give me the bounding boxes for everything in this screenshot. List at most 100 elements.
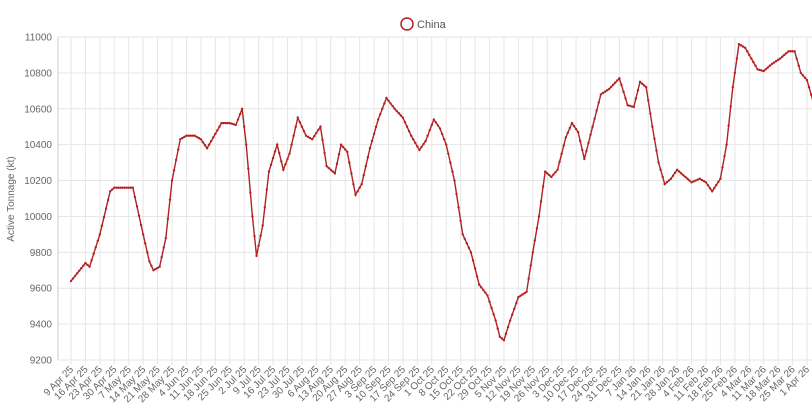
- data-point[interactable]: [90, 259, 93, 262]
- data-point[interactable]: [426, 134, 429, 137]
- data-point[interactable]: [787, 50, 790, 53]
- data-point[interactable]: [560, 152, 563, 155]
- data-point[interactable]: [626, 103, 629, 107]
- data-point[interactable]: [84, 261, 87, 265]
- data-point[interactable]: [638, 80, 642, 84]
- data-point[interactable]: [131, 186, 135, 189]
- data-point[interactable]: [570, 121, 574, 125]
- data-point[interactable]: [294, 125, 297, 128]
- data-point[interactable]: [218, 125, 221, 128]
- data-point[interactable]: [463, 237, 466, 241]
- data-point[interactable]: [379, 112, 382, 116]
- data-point[interactable]: [581, 148, 584, 152]
- data-point[interactable]: [115, 186, 118, 189]
- data-point[interactable]: [154, 267, 157, 271]
- data-point[interactable]: [669, 177, 673, 180]
- data-point[interactable]: [331, 170, 335, 173]
- data-point[interactable]: [212, 136, 215, 139]
- data-point[interactable]: [255, 254, 258, 258]
- data-point[interactable]: [409, 134, 413, 137]
- data-point[interactable]: [805, 78, 809, 82]
- data-point[interactable]: [166, 217, 170, 221]
- data-point[interactable]: [535, 227, 539, 230]
- data-point[interactable]: [647, 99, 650, 102]
- data-point[interactable]: [393, 107, 396, 110]
- data-point[interactable]: [92, 252, 95, 255]
- data-point[interactable]: [78, 269, 81, 272]
- data-point[interactable]: [238, 112, 242, 116]
- data-point[interactable]: [558, 160, 561, 163]
- data-point[interactable]: [624, 97, 627, 100]
- data-point[interactable]: [261, 224, 264, 227]
- data-point[interactable]: [620, 83, 623, 87]
- data-point[interactable]: [325, 165, 328, 168]
- data-point[interactable]: [614, 81, 617, 84]
- data-point[interactable]: [746, 50, 749, 53]
- data-point[interactable]: [98, 233, 102, 236]
- data-point[interactable]: [653, 137, 656, 140]
- data-point[interactable]: [459, 219, 462, 223]
- data-point[interactable]: [504, 332, 508, 335]
- data-point[interactable]: [80, 267, 83, 270]
- data-point[interactable]: [498, 335, 502, 338]
- data-point[interactable]: [517, 295, 520, 299]
- data-point[interactable]: [203, 144, 207, 147]
- data-point[interactable]: [236, 118, 240, 121]
- data-point[interactable]: [667, 179, 671, 182]
- data-point[interactable]: [323, 151, 326, 155]
- data-point[interactable]: [137, 214, 141, 217]
- data-point[interactable]: [356, 190, 359, 193]
- data-point[interactable]: [193, 134, 196, 137]
- data-point[interactable]: [478, 283, 481, 286]
- data-point[interactable]: [541, 185, 545, 188]
- data-point[interactable]: [723, 154, 726, 158]
- data-point[interactable]: [632, 105, 636, 109]
- data-point[interactable]: [453, 179, 456, 182]
- data-point[interactable]: [490, 306, 493, 310]
- data-point[interactable]: [721, 166, 724, 169]
- data-point[interactable]: [337, 153, 341, 156]
- data-point[interactable]: [698, 177, 701, 180]
- data-point[interactable]: [587, 141, 590, 145]
- data-point[interactable]: [407, 130, 411, 133]
- data-point[interactable]: [360, 182, 363, 186]
- data-point[interactable]: [469, 251, 473, 254]
- legend-label-china[interactable]: China: [417, 19, 447, 31]
- data-point[interactable]: [634, 97, 638, 100]
- data-point[interactable]: [348, 161, 351, 164]
- data-point[interactable]: [531, 251, 534, 254]
- data-point[interactable]: [758, 68, 761, 72]
- data-point[interactable]: [224, 121, 227, 125]
- data-point[interactable]: [447, 152, 450, 155]
- data-point[interactable]: [702, 179, 706, 183]
- data-point[interactable]: [572, 124, 576, 128]
- data-point[interactable]: [589, 133, 592, 136]
- data-point[interactable]: [636, 89, 640, 92]
- data-point[interactable]: [199, 138, 203, 141]
- data-point[interactable]: [191, 134, 194, 137]
- data-point[interactable]: [344, 148, 347, 151]
- data-point[interactable]: [764, 68, 767, 71]
- data-point[interactable]: [605, 89, 609, 92]
- data-point[interactable]: [597, 101, 600, 104]
- data-point[interactable]: [195, 135, 198, 139]
- data-point[interactable]: [144, 242, 147, 245]
- data-point[interactable]: [457, 206, 460, 209]
- data-point[interactable]: [781, 55, 784, 58]
- data-point[interactable]: [306, 135, 310, 139]
- data-point[interactable]: [725, 143, 728, 146]
- data-point[interactable]: [230, 122, 234, 125]
- data-point[interactable]: [298, 121, 302, 124]
- data-point[interactable]: [160, 255, 163, 259]
- data-point[interactable]: [354, 193, 357, 197]
- data-point[interactable]: [111, 188, 114, 191]
- data-point[interactable]: [304, 134, 308, 137]
- data-point[interactable]: [311, 138, 314, 141]
- data-point[interactable]: [350, 172, 353, 175]
- data-point[interactable]: [121, 186, 124, 189]
- data-point[interactable]: [321, 138, 324, 142]
- data-point[interactable]: [207, 143, 211, 146]
- data-point[interactable]: [731, 86, 734, 89]
- data-point[interactable]: [249, 191, 252, 194]
- data-point[interactable]: [677, 170, 681, 173]
